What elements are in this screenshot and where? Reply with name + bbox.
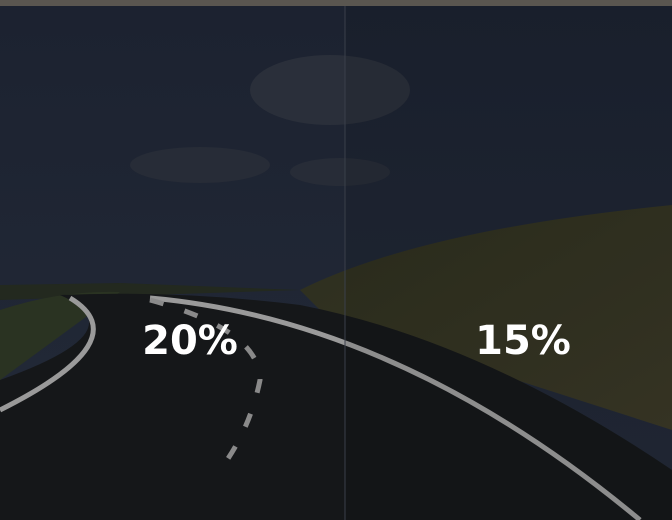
panel-label: 20%: [142, 318, 238, 364]
slide: 20% 15%: [0, 0, 672, 520]
background-photo: [0, 0, 672, 520]
panel-label: 15%: [475, 318, 571, 364]
page: 20% 15% (() => { const data = JSON.parse…: [0, 0, 672, 520]
